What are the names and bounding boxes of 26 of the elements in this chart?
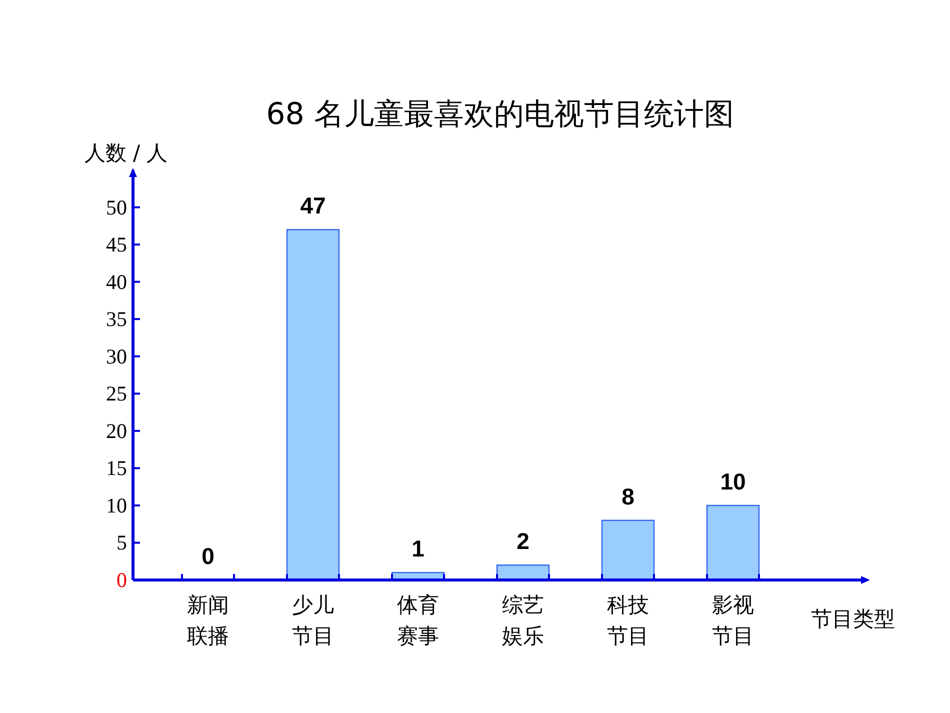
data-label: 10 [720, 468, 746, 494]
y-tick-label: 15 [106, 456, 127, 480]
data-label: 2 [516, 528, 530, 554]
y-axis-title: 人数 / 人 [84, 141, 168, 165]
chart-title: 68 名儿童最喜欢的电视节目统计图 [266, 97, 734, 132]
y-tick-label: 50 [106, 195, 127, 220]
x-tick-label: 体育赛事 [397, 593, 439, 648]
y-tick-label: 35 [106, 307, 127, 332]
data-label: 1 [412, 536, 425, 562]
y-tick-label: 0 [116, 568, 127, 592]
x-tick-label: 少儿节目 [292, 593, 334, 648]
data-label: 8 [622, 483, 635, 510]
x-tick-label: 影视节目 [712, 593, 754, 648]
y-tick-label: 45 [106, 232, 127, 257]
data-label: 47 [300, 192, 326, 219]
y-tick-label: 5 [116, 530, 127, 555]
x-axis-title: 节目类型 [811, 607, 895, 631]
x-tick-label: 新闻联播 [187, 593, 229, 648]
y-tick-label: 40 [106, 270, 127, 294]
y-tick-label: 10 [106, 493, 127, 518]
y-tick-label: 20 [106, 418, 127, 443]
y-tick-label: 30 [106, 344, 127, 368]
data-label: 0 [202, 543, 214, 569]
x-tick-label: 科技节目 [607, 593, 649, 648]
y-tick-label: 25 [106, 382, 127, 406]
x-tick-label: 综艺娱乐 [502, 593, 544, 648]
